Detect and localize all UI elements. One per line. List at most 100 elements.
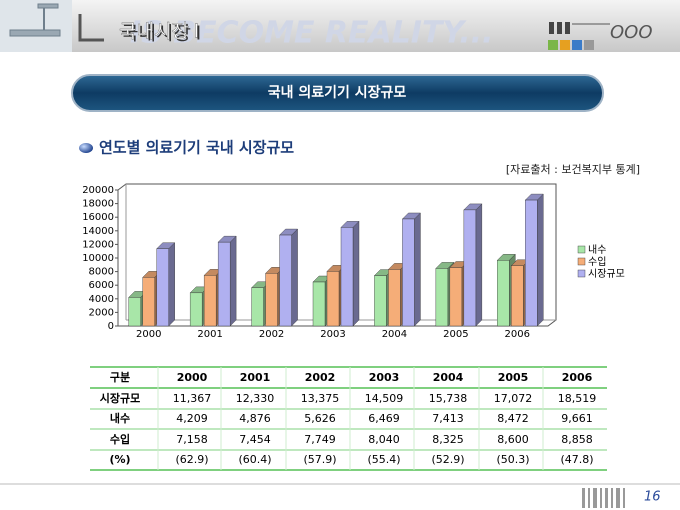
bar	[463, 209, 477, 327]
table-cell: (%)	[109, 453, 130, 466]
y-tick-label: 10000	[82, 253, 114, 264]
table-cell: 8,472	[497, 412, 529, 425]
y-tick-label: 8000	[89, 267, 114, 278]
bar	[265, 273, 278, 327]
table-header-cell: 2002	[305, 371, 336, 384]
table-cell: 7,413	[432, 412, 464, 425]
y-tick-label: 16000	[82, 212, 114, 223]
table-cell: 12,330	[236, 392, 275, 405]
y-tick-label: 20000	[82, 185, 114, 196]
x-tick-label: 2001	[197, 329, 222, 340]
bar-side	[352, 220, 360, 327]
table-header-cell: 2005	[498, 371, 529, 384]
table-cell: 8,858	[561, 433, 593, 446]
bar	[251, 287, 264, 327]
x-tick-label: 2006	[505, 329, 530, 340]
page-number: 16	[644, 490, 661, 505]
legend-label: 내수	[588, 244, 606, 256]
title-shadow: 국내시장 Ⅰ	[121, 22, 201, 44]
table-cell: (55.4)	[367, 453, 400, 466]
bar	[279, 234, 292, 327]
y-tick-label: 6000	[89, 280, 114, 291]
table-cell: 5,626	[304, 412, 336, 425]
table-cell: 4,876	[239, 412, 271, 425]
x-tick-label: 2005	[443, 329, 468, 340]
bar	[340, 227, 354, 327]
table-cell: 6,469	[368, 412, 400, 425]
y-tick-label: 0	[108, 321, 114, 332]
bar	[142, 277, 155, 327]
source: [자료출처 : 보건복지부 통계]	[506, 163, 640, 176]
table-cell: 17,072	[494, 392, 533, 405]
bar	[388, 269, 401, 327]
y-tick-label: 14000	[82, 226, 114, 237]
header-mark: OOO	[610, 22, 653, 43]
bullet	[79, 143, 93, 153]
y-tick-label: 12000	[82, 239, 114, 250]
table-cell: 7,454	[239, 433, 271, 446]
table-header-cell: 2001	[240, 371, 271, 384]
header-image	[0, 0, 72, 52]
legend-swatch	[577, 245, 586, 254]
table-cell: (47.8)	[560, 453, 593, 466]
title: 국내시장 Ⅰ	[119, 20, 199, 42]
x-tick-label: 2000	[136, 329, 161, 340]
y-tick-label: 18000	[82, 199, 114, 210]
table-cell: 수입	[110, 433, 130, 446]
table-cell: 8,325	[432, 433, 464, 446]
table-cell: 15,738	[429, 392, 468, 405]
table-cell: 9,661	[561, 412, 593, 425]
table-cell: 13,375	[301, 392, 340, 405]
bar	[497, 260, 510, 327]
bar-side	[475, 203, 483, 327]
bar	[326, 271, 340, 327]
bar	[525, 199, 538, 327]
bar	[156, 248, 169, 327]
table-header-cell: 구분	[110, 371, 130, 384]
chart: 0 2000 4000 6000 8000 10000 12000 14000 16000 180…	[82, 185, 625, 340]
bar	[402, 218, 415, 327]
table-header-cell: 2004	[433, 371, 464, 384]
table-cell: 4,209	[176, 412, 208, 425]
table-header-cell: 2006	[562, 371, 593, 384]
bar-side	[168, 242, 175, 327]
table-cell: 11,367	[173, 392, 212, 405]
table-cell: (50.3)	[496, 453, 529, 466]
table-header-cell: 2003	[369, 371, 400, 384]
bar-side	[414, 212, 421, 327]
bar	[217, 241, 231, 327]
title-bracket	[78, 14, 104, 42]
table: 구분 2000 2001 2002 2003 2004 2005 2006 시장규모 11,367…	[90, 366, 607, 471]
bar	[128, 297, 141, 327]
motto: IS BECOME REALITY...	[130, 16, 493, 51]
y-tick-label: 2000	[89, 307, 114, 318]
table-cell: 18,519	[558, 392, 597, 405]
x-tick-label: 2004	[382, 329, 407, 340]
banner	[71, 74, 604, 112]
table-cell: 7,749	[304, 433, 336, 446]
subtitle: 연도별 의료기기 국내 시장규모	[99, 139, 294, 157]
bar-side	[537, 193, 544, 327]
stand-icon	[9, 3, 61, 37]
table-cell: 7,158	[176, 433, 208, 446]
table-header-cell: 2000	[177, 371, 208, 384]
table-cell: 시장규모	[100, 391, 140, 405]
bar	[189, 292, 203, 327]
bar-side	[291, 228, 298, 327]
x-tick-label: 2002	[259, 329, 284, 340]
table-cell: (57.9)	[303, 453, 336, 466]
banner-text: 국내 의료기기 시장규모	[268, 84, 407, 101]
table-cell: (60.4)	[238, 453, 271, 466]
header-squares	[549, 22, 570, 34]
table-cell: (62.9)	[175, 453, 208, 466]
x-tick-label: 2003	[320, 329, 345, 340]
legend-label: 시장규모	[588, 268, 625, 280]
bar	[435, 268, 449, 327]
bar	[203, 275, 217, 327]
bar	[312, 281, 326, 327]
legend-swatch	[577, 257, 586, 266]
bar	[449, 267, 463, 327]
bar	[374, 275, 387, 327]
bar	[511, 265, 524, 327]
legend-label: 수입	[588, 255, 606, 268]
